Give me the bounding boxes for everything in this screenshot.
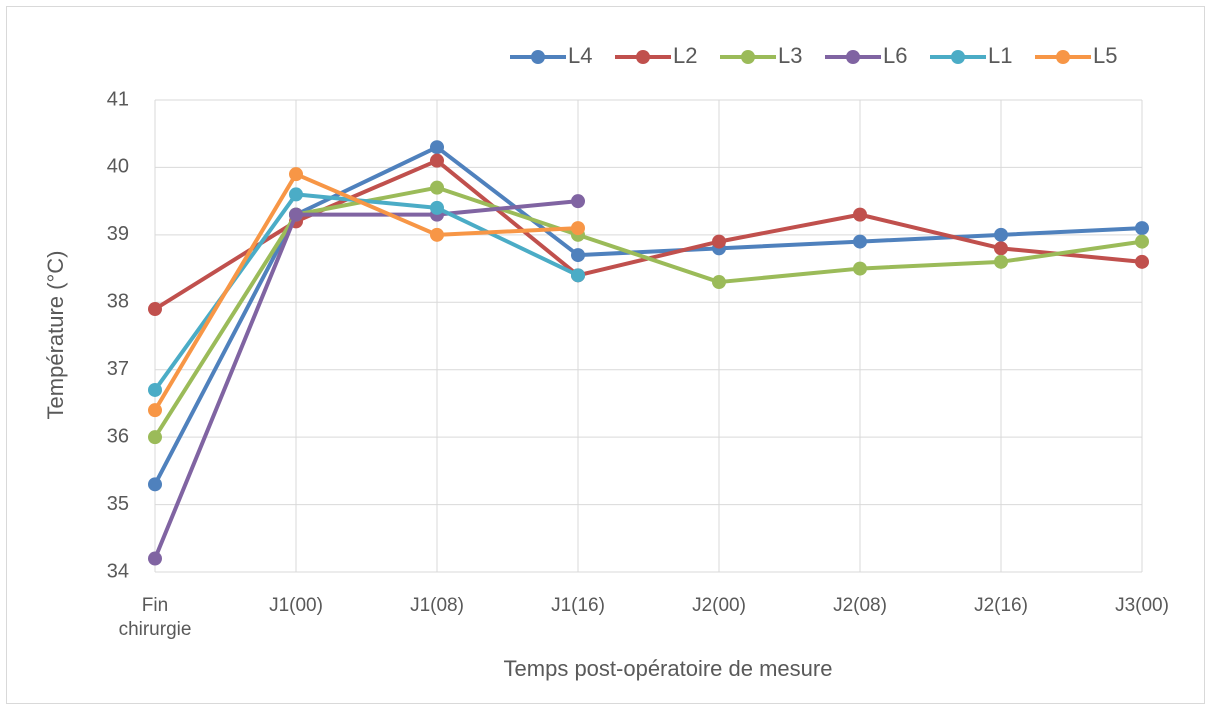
data-point (430, 200, 444, 215)
x-tick-label: J2(00) (692, 595, 746, 616)
x-tick-label: J1(00) (269, 595, 323, 616)
y-tick-label: 34 (107, 560, 129, 582)
y-tick-label: 39 (107, 223, 129, 245)
data-point (571, 221, 585, 236)
legend-marker (531, 50, 545, 64)
x-tick-label: J3(00) (1115, 595, 1169, 616)
data-point (289, 207, 303, 222)
series-line (153, 199, 579, 560)
data-point (148, 477, 162, 492)
data-point (994, 254, 1008, 269)
y-tick-label: 36 (107, 425, 129, 447)
data-point (148, 302, 162, 317)
x-tick-label: J2(08) (833, 595, 887, 616)
data-point (571, 268, 585, 283)
legend-marker (951, 50, 965, 64)
data-point (1135, 221, 1149, 236)
data-point (571, 194, 585, 209)
data-point (853, 234, 867, 249)
data-point (148, 382, 162, 397)
data-point (148, 403, 162, 418)
y-tick-label: 41 (107, 88, 129, 110)
y-tick-label: 38 (107, 291, 129, 313)
data-point (712, 234, 726, 249)
data-point (853, 207, 867, 222)
series-line (153, 145, 1143, 486)
data-point (430, 140, 444, 155)
legend-label: L3 (778, 43, 802, 68)
legend-label: L2 (673, 43, 697, 68)
data-point (430, 180, 444, 195)
legend-label: L6 (883, 43, 907, 68)
legend-label: L5 (1093, 43, 1117, 68)
y-tick-label: 37 (107, 358, 129, 380)
x-tick-label: J2(16) (974, 595, 1028, 616)
data-point (571, 248, 585, 263)
data-point (430, 153, 444, 168)
y-axis-title: Température (°C) (43, 251, 68, 420)
x-axis-title: Temps post-opératoire de mesure (504, 656, 833, 681)
x-tick-label: J1(08) (410, 595, 464, 616)
data-point (148, 430, 162, 445)
legend-marker (636, 50, 650, 64)
data-point (289, 187, 303, 202)
series-line (153, 185, 1143, 439)
legend-marker (1056, 50, 1070, 64)
legend-label: L1 (988, 43, 1012, 68)
data-point (1135, 234, 1149, 249)
x-tick-label: J1(16) (551, 595, 605, 616)
data-point (853, 261, 867, 276)
data-point (994, 227, 1008, 242)
data-point (1135, 254, 1149, 269)
legend-label: L4 (568, 43, 592, 68)
x-tick-label: Fin chirurgie (118, 595, 192, 640)
y-tick-label: 40 (107, 156, 129, 178)
series-line (153, 172, 579, 412)
data-point (430, 227, 444, 242)
legend-marker (741, 50, 755, 64)
data-point (148, 551, 162, 566)
data-point (289, 167, 303, 182)
chart-border (6, 6, 1205, 704)
legend-marker (846, 50, 860, 64)
data-point (994, 241, 1008, 256)
data-point (712, 275, 726, 290)
y-tick-label: 35 (107, 493, 129, 515)
